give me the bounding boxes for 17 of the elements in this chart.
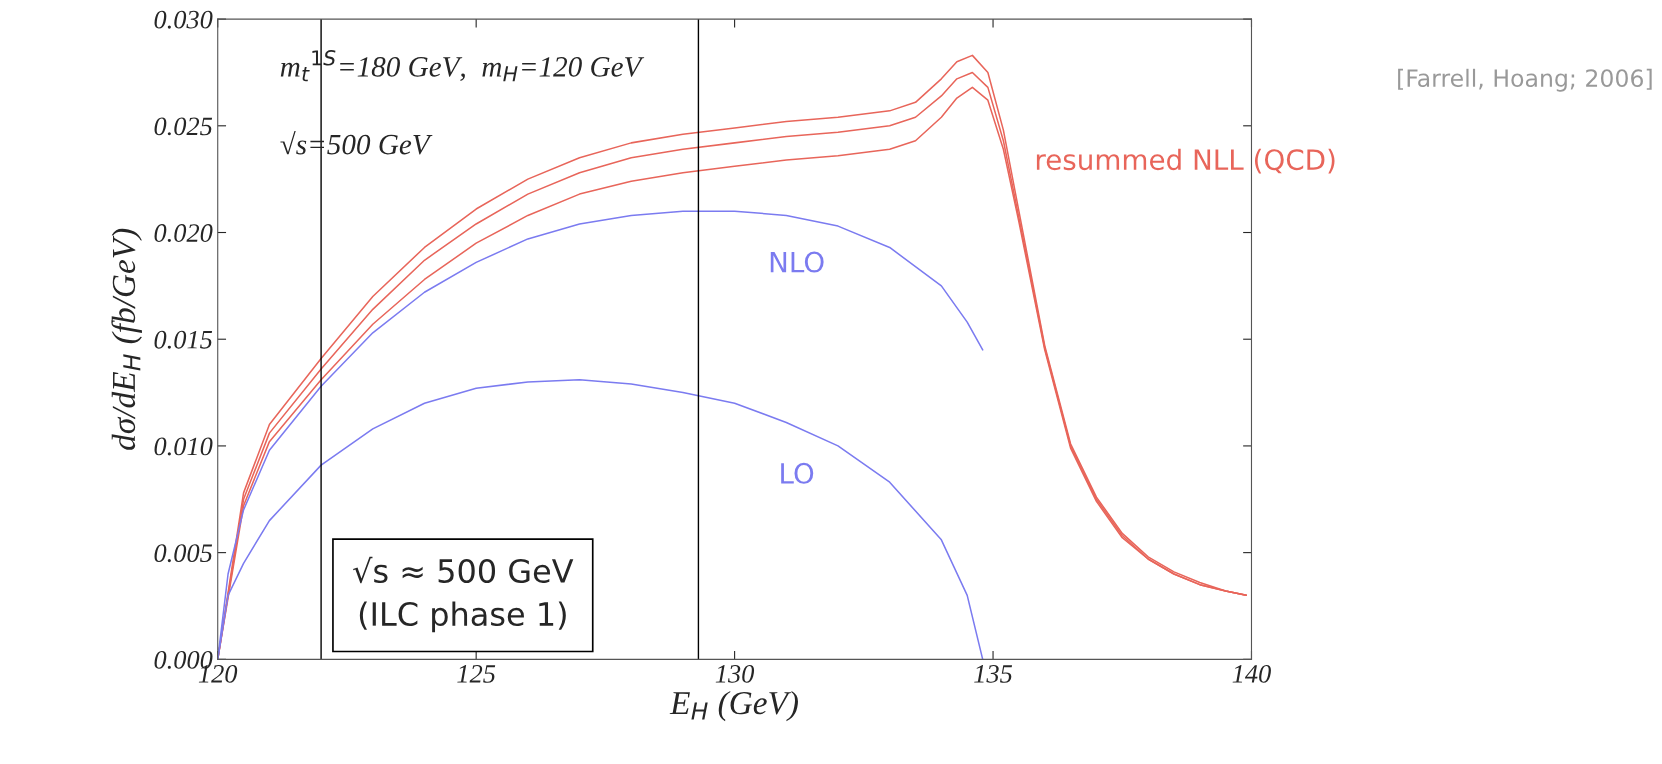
x-axis-title: E$_{H}$ (GeV) [669, 690, 798, 722]
y-tick-label: 0.030 [154, 10, 213, 29]
x-tick-label: 140 [1232, 664, 1271, 683]
y-tick-label: 0.005 [154, 544, 213, 563]
y-tick-label: 0.015 [154, 330, 213, 349]
x-tick-label: 135 [974, 665, 1013, 683]
y-tick-label: 0.010 [154, 437, 213, 456]
series-label: NLO [770, 251, 824, 273]
y-axis-title: dσ/dE$_{H}$ (fb/GeV) [111, 228, 142, 450]
text: [Farrell, Hoang; 2006] [1398, 68, 1652, 92]
annotation: √s ≈ 500 GeV (ILC phase 1) [353, 556, 574, 633]
x-tick-label: 125 [457, 665, 496, 683]
y-tick-label: 0.020 [154, 224, 213, 243]
x-tick-label: 130 [715, 664, 755, 683]
y-tick-label: 0.025 [154, 117, 213, 136]
series-label: resummed NLL (QCD) [1036, 148, 1335, 174]
series-label: LO [781, 462, 814, 484]
